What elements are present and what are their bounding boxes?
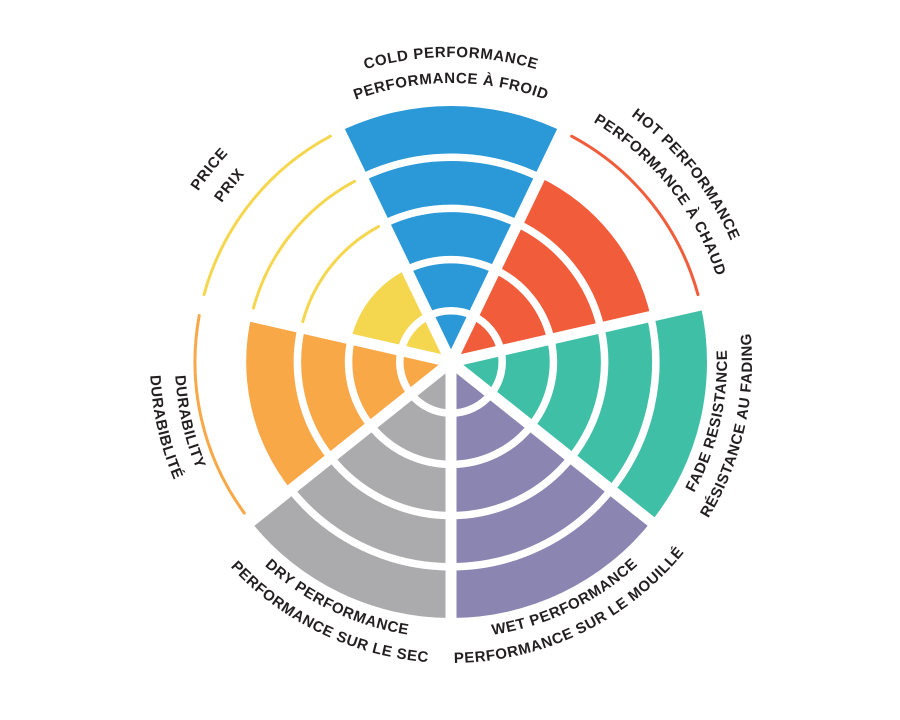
sector-wedge-price (351, 269, 451, 362)
sector-label-cold-performance-line-0: COLD PERFORMANCE (362, 44, 540, 73)
ring-separator-dry-performance-3 (327, 455, 452, 520)
ring-separator-fade-resistance-4 (608, 315, 660, 493)
unfilled-ring-arc-durability-5 (193, 314, 246, 515)
ring-separator-cold-performance-4 (360, 153, 542, 181)
sector-label-text-hot-performance-0: HOT PERFORMANCE (629, 105, 743, 243)
unfilled-ring-arc-price-3 (301, 225, 381, 324)
ring-separator-hot-performance-2 (493, 266, 555, 341)
ring-separator-durability-3 (293, 326, 334, 461)
sector-wedge-cold-performance (339, 106, 563, 362)
sector-wedge-wet-performance (451, 362, 652, 618)
ring-separator-wet-performance-2 (450, 423, 534, 469)
ring-separator-durability-2 (344, 338, 374, 429)
ring-separator-dry-performance-2 (368, 423, 452, 469)
radial-separator-4 (241, 357, 455, 531)
sector-label-hot-performance-line-0: HOT PERFORMANCE (629, 105, 743, 243)
ring-separator-wet-performance-4 (450, 487, 615, 571)
unfilled-ring-arcs (193, 134, 700, 515)
radial-separator-6 (331, 121, 456, 365)
ring-separator-fade-resistance-3 (568, 326, 609, 461)
ring-separator-hot-performance-3 (516, 220, 605, 329)
ring-separator-wet-performance-3 (450, 455, 575, 520)
radial-separator-5 (192, 297, 453, 368)
unfilled-ring-arc-price-5 (202, 134, 332, 297)
radial-separator-0 (446, 121, 571, 365)
sector-label-text-cold-performance-0: COLD PERFORMANCE (362, 44, 540, 73)
sector-label-cold-performance-line-1: PERFORMANCE À FROID (351, 70, 550, 104)
unfilled-ring-arc-hot-performance-5 (570, 134, 700, 297)
unfilled-ring-arc-price-4 (251, 179, 356, 310)
ring-separator-cold-performance-3 (382, 204, 520, 227)
sector-wedge-dry-performance (250, 362, 451, 618)
radial-separators (192, 121, 710, 626)
ring-separator-dry-performance-4 (287, 487, 452, 571)
radial-separator-2 (447, 357, 661, 531)
sector-wedges (246, 106, 707, 618)
sector-label-text-cold-performance-1: PERFORMANCE À FROID (351, 70, 550, 104)
ring-separator-cold-performance-2 (404, 255, 498, 274)
radial-separator-1 (449, 297, 710, 368)
sector-wedge-fade-resistance (451, 305, 707, 522)
ring-separator-fade-resistance-2 (528, 338, 558, 429)
